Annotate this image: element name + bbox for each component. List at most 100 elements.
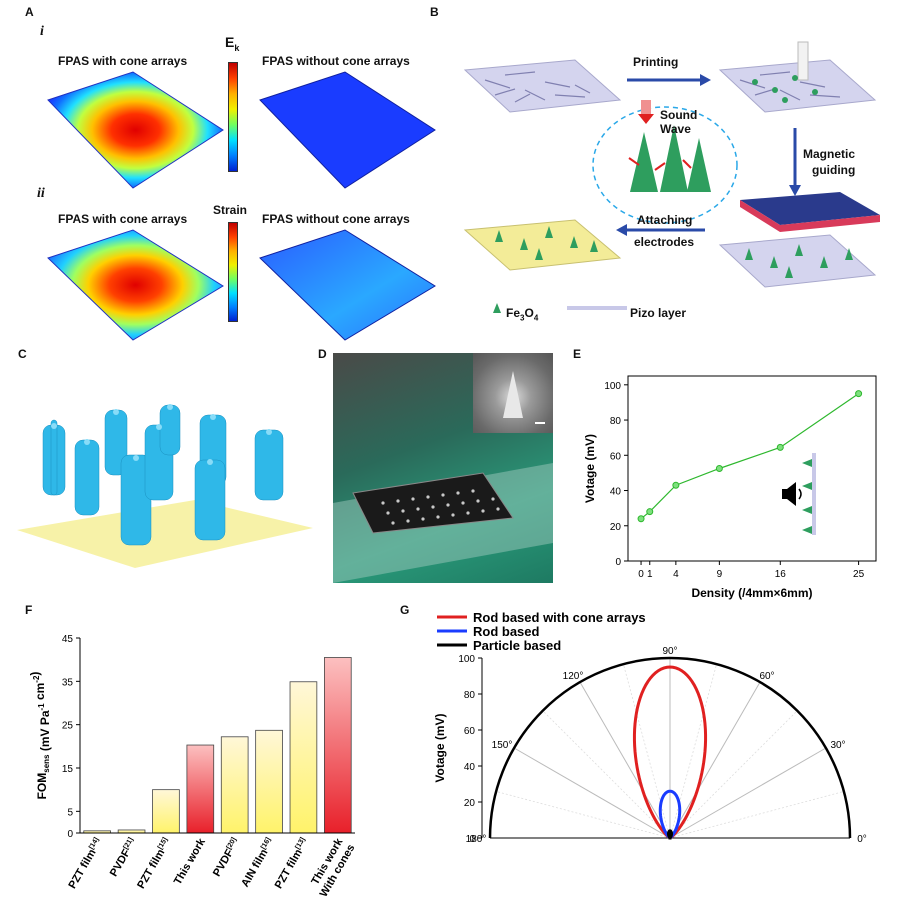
sim-without-cones-strain bbox=[259, 229, 436, 341]
cone-array-render bbox=[17, 404, 313, 568]
e-xtick-label: 9 bbox=[717, 569, 723, 580]
g-rtick-label: 20 bbox=[464, 798, 476, 809]
g-angle-label: 150° bbox=[492, 740, 513, 751]
e-ytick-label: 60 bbox=[610, 451, 622, 462]
f-xtick-label: PZT film[14] bbox=[66, 837, 104, 891]
magnetic-label-2: guiding bbox=[812, 163, 856, 177]
g-grid-ray bbox=[579, 681, 671, 839]
g-angle-label: 90° bbox=[662, 646, 677, 657]
e-xtick-label: 25 bbox=[853, 569, 865, 580]
sound-label-1: Sound bbox=[660, 108, 698, 122]
g-angle-label: 180° bbox=[466, 834, 487, 845]
e-ytick-label: 0 bbox=[615, 557, 621, 568]
f-xtick-label: PZT film[13] bbox=[273, 837, 311, 891]
panel-g-label: G bbox=[400, 603, 410, 617]
panel-a-title-without-2: FPAS without cone arrays bbox=[262, 212, 410, 226]
panel-a-title-with-2: FPAS with cone arrays bbox=[58, 212, 188, 226]
g-grid-ray bbox=[542, 710, 671, 839]
e-ylabel: Votage (mV) bbox=[583, 434, 597, 503]
e-ytick-label: 100 bbox=[604, 381, 621, 392]
g-angle-label: 60° bbox=[759, 671, 774, 682]
f-ytick-label: 35 bbox=[62, 677, 74, 688]
panel-a-row-ii: ii bbox=[37, 186, 45, 201]
f-xtick-label: PVDF[20] bbox=[211, 837, 242, 879]
g-angle-label: 120° bbox=[563, 671, 584, 682]
g-grid-ray bbox=[669, 747, 827, 839]
f-bar bbox=[255, 729, 283, 834]
f-xtick-label: AIN film[16] bbox=[239, 837, 276, 890]
g-rtick-label: 100 bbox=[458, 654, 475, 665]
e-ytick-label: 40 bbox=[610, 487, 622, 498]
e-point bbox=[715, 465, 723, 472]
ek-label: Ek bbox=[225, 34, 240, 53]
panel-a-label: A bbox=[25, 5, 34, 19]
f-ytick-label: 45 bbox=[62, 634, 74, 645]
strain-label: Strain bbox=[213, 203, 248, 217]
fabrication-schematic bbox=[463, 41, 880, 313]
inset-strip bbox=[812, 453, 816, 535]
panel-e-label: E bbox=[573, 347, 582, 361]
f-bar bbox=[186, 744, 215, 834]
e-xlabel: Density (/4mm×6mm) bbox=[691, 586, 812, 600]
e-ytick-label: 80 bbox=[610, 416, 622, 427]
f-xtick-label: PZT film[15] bbox=[135, 837, 173, 891]
g-ylabel: Votage (mV) bbox=[433, 713, 447, 782]
inset-cone bbox=[802, 526, 812, 534]
attaching-label-2: electrodes bbox=[634, 235, 695, 249]
e-xtick-label: 0 bbox=[638, 569, 644, 580]
e-xtick-label: 1 bbox=[647, 569, 653, 580]
panel-a-title-with: FPAS with cone arrays bbox=[58, 54, 188, 68]
e-xtick-label: 16 bbox=[775, 569, 787, 580]
g-grid-ray bbox=[669, 710, 798, 839]
g-outer-arc bbox=[488, 656, 852, 839]
legend-fe3o4: Fe3O4 bbox=[506, 306, 539, 323]
g-legend-label: Particle based bbox=[473, 638, 561, 653]
g-angle-label: 0° bbox=[857, 834, 867, 845]
f-ytick-label: 0 bbox=[67, 829, 73, 840]
printing-label: Printing bbox=[633, 55, 679, 69]
ek-colorbar bbox=[228, 62, 238, 172]
sem-inset bbox=[473, 353, 553, 433]
g-rtick-label: 0 bbox=[469, 834, 475, 845]
f-bar bbox=[324, 657, 352, 834]
g-grid-ray bbox=[669, 681, 761, 839]
g-legend-label: Rod based with cone arrays bbox=[473, 610, 646, 625]
f-xtick-label: This work bbox=[172, 836, 209, 887]
e-point bbox=[646, 508, 654, 516]
g-series-lobe bbox=[667, 829, 673, 840]
speaker-cone-icon bbox=[787, 482, 796, 506]
device-photo bbox=[333, 353, 553, 583]
panel-a-row-i: i bbox=[40, 24, 44, 39]
g-grid-ray bbox=[623, 664, 671, 839]
sim-with-cones-ek bbox=[47, 71, 224, 189]
g-rtick-label: 40 bbox=[464, 762, 476, 773]
sound-label-2: Wave bbox=[660, 122, 691, 136]
legend-pizo: Pizo layer bbox=[630, 306, 687, 320]
g-grid-ray bbox=[669, 664, 717, 839]
panel-d-label: D bbox=[318, 347, 327, 361]
g-angle-label: 30° bbox=[830, 740, 845, 751]
e-ytick-label: 20 bbox=[610, 522, 622, 533]
attaching-label-1: Attaching bbox=[637, 213, 693, 227]
g-legend-label: Rod based bbox=[473, 624, 540, 639]
f-ytick-label: 25 bbox=[62, 721, 74, 732]
f-bar bbox=[289, 681, 318, 834]
magnetic-label-1: Magnetic bbox=[803, 147, 856, 161]
f-bar bbox=[220, 736, 249, 834]
inset-cone bbox=[802, 459, 812, 467]
e-point bbox=[776, 443, 784, 451]
sound-wave-icon bbox=[798, 488, 802, 500]
panel-f-label: F bbox=[25, 603, 33, 617]
panel-a-title-without: FPAS without cone arrays bbox=[262, 54, 410, 68]
e-point bbox=[637, 515, 645, 523]
sim-without-cones-ek bbox=[259, 71, 436, 189]
strain-colorbar bbox=[228, 222, 238, 322]
f-bar bbox=[152, 789, 180, 834]
panel-c-label: C bbox=[18, 347, 27, 361]
f-ytick-label: 15 bbox=[62, 764, 74, 775]
speaker-icon bbox=[782, 489, 787, 499]
g-rtick-label: 80 bbox=[464, 690, 476, 701]
e-point bbox=[855, 390, 863, 398]
